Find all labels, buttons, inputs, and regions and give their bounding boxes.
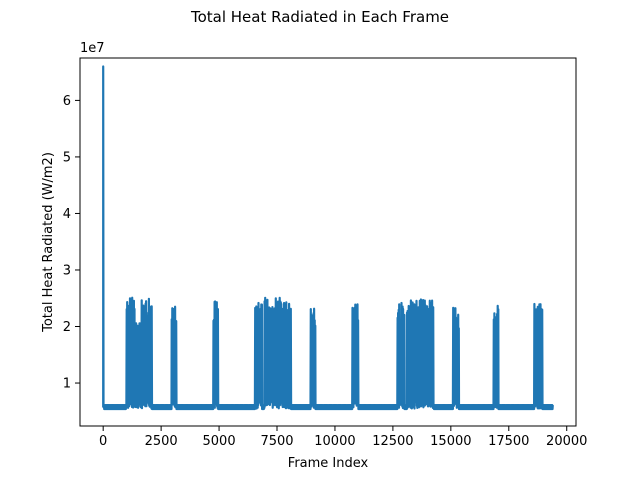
series-line	[102, 65, 554, 411]
x-axis: 0 2500 5000 7500 10000 12500 15000 17500 20000	[99, 426, 587, 449]
plot-series	[102, 65, 554, 411]
x-tick-label: 5000	[203, 434, 236, 449]
x-tick-label: 15000	[430, 434, 471, 449]
y-tick-label: 3	[63, 263, 71, 278]
x-tick-label: 20000	[546, 434, 587, 449]
y-axis-label: Total Heat Radiated (W/m2)	[41, 152, 56, 333]
plot-area-frame	[79, 57, 577, 427]
x-tick-label: 10000	[314, 434, 355, 449]
chart-title: Total Heat Radiated in Each Frame	[190, 8, 449, 26]
y-axis: 1 2 3 4 5 6	[63, 94, 80, 392]
x-tick-label: 0	[99, 434, 107, 449]
y-tick-label: 1	[63, 377, 71, 392]
y-tick-label: 4	[63, 207, 71, 222]
y-tick-label: 6	[63, 94, 71, 109]
x-tick-label: 12500	[372, 434, 413, 449]
y-offset-label: 1e7	[80, 41, 105, 56]
y-tick-label: 2	[63, 320, 71, 335]
y-tick-label: 5	[63, 150, 71, 165]
x-axis-label: Frame Index	[288, 456, 369, 471]
x-tick-label: 2500	[145, 434, 178, 449]
x-tick-label: 7500	[260, 434, 293, 449]
x-tick-label: 17500	[488, 434, 529, 449]
